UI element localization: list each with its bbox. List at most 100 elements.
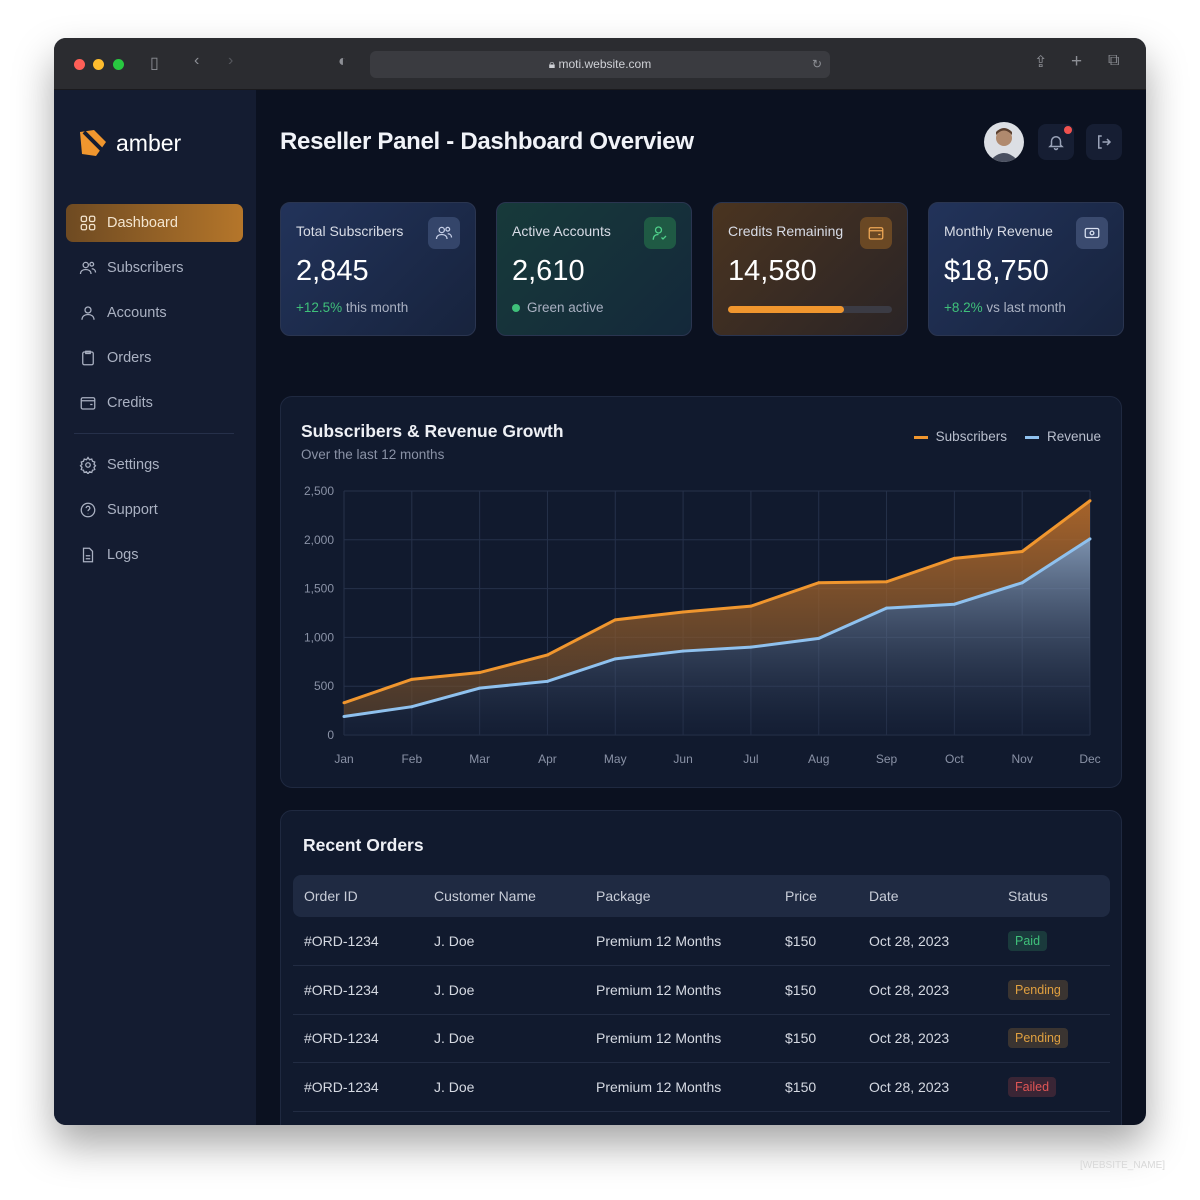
- table-cell: Premium 12 Months: [585, 1014, 774, 1063]
- tabs-overview-icon[interactable]: ⧉: [1108, 52, 1120, 69]
- table-cell: Premium 12 Months: [585, 917, 774, 966]
- minimize-window-button[interactable]: [93, 59, 104, 70]
- subscribers-point: [410, 677, 414, 681]
- forward-icon[interactable]: ›: [228, 52, 234, 69]
- subscribers-point: [952, 556, 956, 560]
- sidebar-item-settings[interactable]: Settings: [66, 446, 243, 484]
- y-tick-label: 1,000: [304, 630, 334, 644]
- table-cell: Oct 28, 2023: [858, 965, 997, 1015]
- share-icon[interactable]: ⇪: [1034, 54, 1048, 71]
- stat-card-active-accounts[interactable]: Active Accounts 2,610 Green active: [496, 202, 692, 336]
- table-cell: Oct 28, 2023: [858, 1062, 997, 1112]
- subscribers-point: [681, 610, 685, 614]
- revenue-point: [545, 679, 549, 683]
- table-cell: Premium 12 Months: [585, 1062, 774, 1112]
- table-cell: Oct 28, 2023: [858, 1014, 997, 1063]
- subscribers-point: [885, 580, 889, 584]
- x-tick-label: Feb: [401, 752, 422, 766]
- stat-card-monthly-revenue[interactable]: Monthly Revenue $18,750 +8.2% vs last mont…: [928, 202, 1124, 336]
- sidebar-toggle-icon[interactable]: ▯: [150, 55, 159, 72]
- cash-icon: [1084, 227, 1100, 239]
- address-bar[interactable]: 🔒︎ moti.website.com ↻: [370, 51, 830, 78]
- back-icon[interactable]: ‹: [194, 52, 200, 69]
- y-tick-label: 2,500: [304, 484, 334, 498]
- sidebar-item-dashboard[interactable]: Dashboard: [66, 204, 243, 242]
- stat-label: Active Accounts: [512, 223, 611, 239]
- table-cell: #ORD-1234: [293, 917, 423, 966]
- stat-change: +12.5% this month: [296, 300, 409, 315]
- revenue-point: [885, 606, 889, 610]
- users-icon: [435, 226, 453, 240]
- gear-icon: [79, 456, 97, 474]
- table-cell: Oct 28, 2023: [858, 917, 997, 966]
- table-cell: Oct 28, 2023: [858, 1111, 997, 1125]
- avatar[interactable]: [984, 122, 1024, 162]
- clipboard-icon: [82, 350, 94, 366]
- x-tick-label: Dec: [1079, 752, 1100, 766]
- column-header[interactable]: Status: [997, 875, 1110, 917]
- maximize-window-button[interactable]: [113, 59, 124, 70]
- revenue-point: [681, 649, 685, 653]
- status-dot: [512, 304, 520, 312]
- shield-icon[interactable]: ◐: [338, 53, 348, 70]
- sidebar-item-credits[interactable]: Credits: [66, 384, 243, 422]
- page-title: Reseller Panel - Dashboard Overview: [280, 128, 694, 155]
- revenue-point: [613, 657, 617, 661]
- stat-note: Green active: [512, 300, 676, 315]
- notification-dot: [1064, 126, 1072, 134]
- revenue-point: [817, 636, 821, 640]
- table-cell: J. Doe: [423, 917, 585, 966]
- status-badge: Pending: [1008, 1028, 1068, 1049]
- sidebar-item-subscribers[interactable]: Subscribers: [66, 249, 243, 287]
- notifications-button[interactable]: [1038, 124, 1074, 160]
- table-cell: $150: [774, 965, 858, 1015]
- wallet-icon: [868, 227, 884, 240]
- status-badge: Failed: [1008, 1076, 1057, 1097]
- sidebar-item-support[interactable]: Support: [66, 491, 243, 529]
- sidebar-divider: [74, 433, 234, 434]
- legend-subscribers[interactable]: Subscribers: [913, 429, 1007, 444]
- orders-table: Order ID Customer Name Package Price Date Sta…: [293, 875, 1110, 1125]
- stat-change: +8.2% vs last month: [944, 300, 1066, 315]
- stat-card-total-subscribers[interactable]: Total Subscribers 2,845 +12.5% this month: [280, 202, 476, 336]
- y-tick-label: 500: [314, 679, 334, 693]
- bell-icon: [1048, 136, 1064, 151]
- stat-value: 14,580: [728, 255, 817, 287]
- reload-icon[interactable]: ↻: [811, 57, 822, 71]
- brand-logo[interactable]: amber: [78, 128, 181, 158]
- y-tick-label: 2,000: [304, 533, 334, 547]
- sidebar-item-label: Subscribers: [107, 260, 184, 276]
- table-cell: J. Doe: [423, 1014, 585, 1063]
- close-window-button[interactable]: [74, 59, 85, 70]
- sidebar-item-logs[interactable]: Logs: [66, 536, 243, 574]
- legend-revenue[interactable]: Revenue: [1024, 429, 1101, 444]
- brand-name: amber: [116, 129, 182, 156]
- sidebar-item-accounts[interactable]: Accounts: [66, 294, 243, 332]
- credits-progress-bar: [728, 306, 892, 313]
- orders-title: Recent Orders: [303, 835, 424, 855]
- new-tab-icon[interactable]: +: [1071, 51, 1083, 72]
- column-header[interactable]: Customer Name: [423, 875, 585, 917]
- sidebar-item-label: Orders: [107, 350, 152, 366]
- column-header[interactable]: Package: [585, 875, 774, 917]
- user-icon: [81, 306, 95, 320]
- column-header[interactable]: Price: [774, 875, 858, 917]
- subscribers-point: [545, 653, 549, 657]
- column-header[interactable]: Order ID: [293, 875, 423, 917]
- stat-card-credits-remaining[interactable]: Credits Remaining 14,580: [712, 202, 908, 336]
- revenue-area: [344, 538, 1090, 735]
- logout-button[interactable]: [1086, 124, 1122, 160]
- sidebar-item-label: Support: [107, 502, 158, 518]
- y-tick-label: 0: [327, 728, 334, 742]
- stat-value: $18,750: [944, 255, 1049, 287]
- help-icon: [80, 502, 96, 518]
- sidebar-item-label: Credits: [107, 395, 153, 411]
- column-header[interactable]: Date: [858, 875, 997, 917]
- x-tick-label: Aug: [808, 752, 829, 766]
- sidebar-item-orders[interactable]: Orders: [66, 339, 243, 377]
